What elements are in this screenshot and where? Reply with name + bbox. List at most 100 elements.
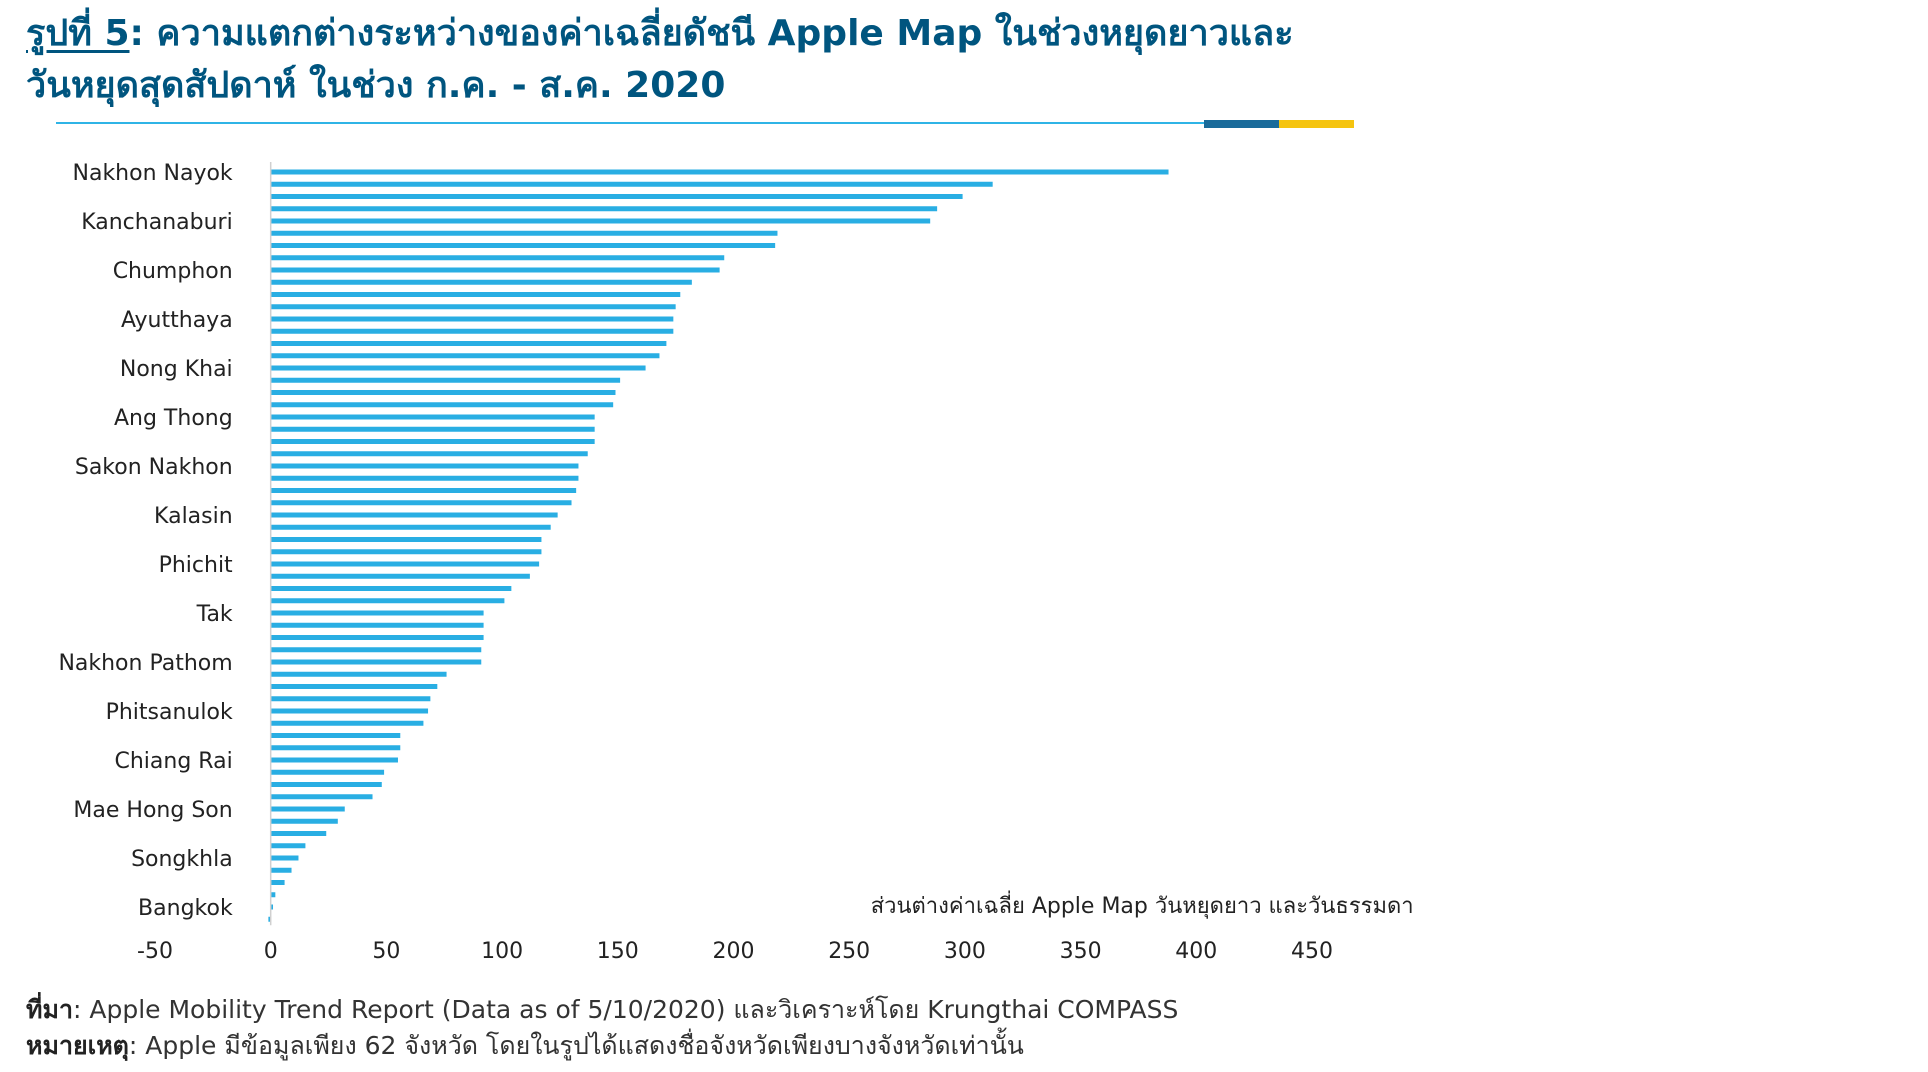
bar — [270, 390, 616, 395]
category-label: Phitsanulok — [106, 700, 233, 725]
bar — [270, 794, 373, 800]
note-text: : Apple มีข้อมูลเพียง 62 จังหวัด โดยในรู… — [128, 1031, 1024, 1060]
bar — [270, 169, 1169, 175]
bar — [270, 561, 540, 567]
bar — [270, 304, 676, 310]
bar — [270, 377, 621, 383]
bar — [270, 647, 482, 653]
bar — [270, 831, 327, 836]
bar — [270, 218, 931, 224]
category-label: Sakon Nakhon — [75, 455, 233, 480]
source-text: : Apple Mobility Trend Report (Data as o… — [73, 995, 1179, 1024]
x-tick-label: 250 — [828, 939, 870, 964]
category-label: Kalasin — [154, 504, 233, 529]
x-tick-label: 50 — [372, 939, 400, 964]
bar — [270, 292, 681, 297]
figure-number: รูปที่ 5 — [26, 13, 130, 54]
bar — [270, 757, 398, 763]
category-label: Kanchanaburi — [81, 210, 232, 235]
bar — [270, 451, 588, 457]
bar — [270, 328, 674, 334]
category-label: Nakhon Pathom — [58, 651, 232, 676]
bar — [270, 696, 431, 702]
bar — [270, 488, 577, 493]
bar — [270, 892, 276, 898]
category-label: Ayutthaya — [121, 308, 233, 333]
bar — [270, 549, 542, 555]
bar — [270, 586, 512, 591]
x-tick-labels: -50 0 50 100 150 200 250 300 350 400 450 — [137, 939, 1333, 964]
bar — [270, 463, 579, 469]
x-tick-label: 100 — [481, 939, 523, 964]
category-label: Songkhla — [131, 847, 233, 872]
x-tick-label: 0 — [264, 939, 278, 964]
category-label: Nong Khai — [120, 357, 233, 382]
title-part-2: วันหยุดสุดสัปดาห์ ในช่วง ก.ค. - ส.ค. 202… — [26, 65, 726, 106]
bar — [270, 904, 274, 910]
category-label: Phichit — [159, 553, 233, 578]
bars-group — [268, 169, 1169, 922]
bar — [270, 818, 338, 824]
bar — [270, 598, 505, 604]
x-tick-label: -50 — [137, 939, 173, 964]
note-label: หมายเหตุ — [26, 1031, 129, 1060]
bar — [270, 610, 484, 616]
bar — [270, 867, 292, 873]
bar — [270, 402, 614, 408]
bar — [270, 267, 720, 273]
chart-title: รูปที่ 5: ความแตกต่างระหว่างของค่าเฉลี่ย… — [26, 8, 1406, 112]
bar — [270, 500, 572, 506]
category-label: Chiang Rai — [114, 749, 232, 774]
bar — [270, 708, 429, 714]
bar — [270, 439, 595, 444]
bar — [270, 279, 692, 285]
bar — [270, 365, 646, 371]
category-label: Tak — [196, 602, 233, 627]
bar — [270, 733, 401, 738]
bar — [270, 426, 595, 432]
divider-accent-blue — [1204, 120, 1279, 128]
bar — [268, 916, 271, 922]
bar — [270, 769, 385, 775]
title-part-1: : ความแตกต่างระหว่างของค่าเฉลี่ยดัชนี Ap… — [129, 13, 1294, 54]
category-label: Nakhon Nayok — [73, 161, 233, 186]
bar — [270, 512, 558, 518]
bar — [270, 353, 660, 359]
bar — [270, 243, 776, 248]
category-label: Bangkok — [138, 896, 233, 921]
bar — [270, 782, 382, 787]
bar — [270, 880, 285, 885]
bar — [270, 206, 938, 212]
bar — [270, 745, 401, 751]
x-tick-label: 150 — [597, 939, 639, 964]
bar — [270, 230, 778, 236]
remark-note: หมายเหตุ: Apple มีข้อมูลเพียง 62 จังหวัด… — [26, 1026, 1024, 1066]
bar — [270, 806, 345, 812]
divider-accent-gold — [1279, 120, 1354, 128]
x-tick-label: 400 — [1175, 939, 1217, 964]
category-labels: Nakhon Nayok Kanchanaburi Chumphon Ayutthay… — [58, 161, 233, 921]
x-tick-label: 300 — [944, 939, 986, 964]
bar — [270, 524, 551, 530]
bar — [270, 720, 424, 726]
category-label: Ang Thong — [114, 406, 233, 431]
category-label: Mae Hong Son — [73, 798, 232, 823]
x-tick-label: 200 — [713, 939, 755, 964]
bar — [270, 537, 542, 542]
bar — [270, 635, 484, 640]
bar — [270, 622, 484, 628]
bar — [270, 414, 595, 420]
bar — [270, 671, 447, 677]
x-tick-label: 450 — [1291, 939, 1333, 964]
bar — [270, 194, 963, 199]
bar — [270, 255, 725, 261]
x-axis-label: ส่วนต่างค่าเฉลี่ย Apple Map วันหยุดยาว แ… — [871, 890, 1414, 919]
title-divider — [56, 122, 1206, 124]
bar — [270, 843, 306, 849]
category-label: Chumphon — [113, 259, 233, 284]
bar — [270, 855, 299, 861]
bar — [270, 181, 993, 187]
bar — [270, 341, 667, 346]
source-label: ที่มา — [26, 995, 73, 1024]
source-note: ที่มา: Apple Mobility Trend Report (Data… — [26, 990, 1178, 1030]
